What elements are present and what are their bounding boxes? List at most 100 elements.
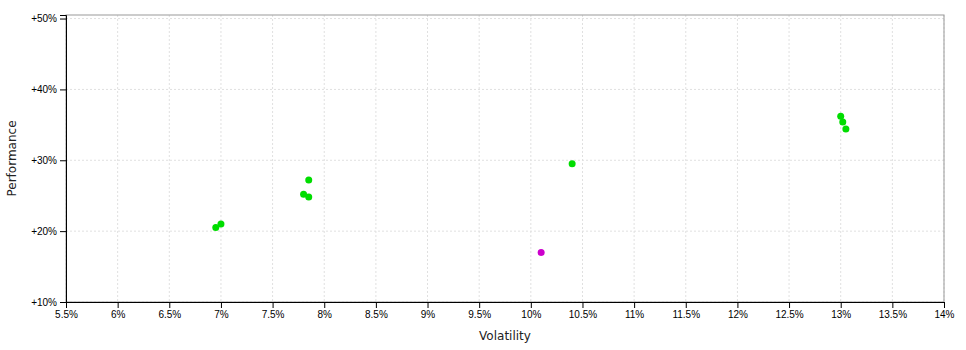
points xyxy=(212,113,849,256)
grid-line xyxy=(479,15,480,302)
grid-line xyxy=(427,15,428,302)
x-tick-label: 9.5% xyxy=(468,309,491,320)
x-tick: 6.5% xyxy=(158,302,181,320)
x-tick-mark xyxy=(221,302,222,308)
y-tick-label: +50% xyxy=(31,13,57,24)
grid-line xyxy=(272,15,273,302)
x-tick: 11% xyxy=(625,302,644,320)
y-tick-label: +10% xyxy=(31,297,57,308)
x-tick-mark xyxy=(582,302,583,308)
x-axis-line xyxy=(67,303,945,309)
x-tick: 12.5% xyxy=(775,302,803,320)
y-tick-mark xyxy=(60,302,66,303)
x-tick: 7% xyxy=(214,302,229,320)
point xyxy=(305,194,312,201)
point xyxy=(538,249,545,256)
x-tick-mark xyxy=(737,302,738,308)
x-tick: 11.5% xyxy=(672,302,700,320)
x-tick-mark xyxy=(273,302,274,308)
x-tick: 14% xyxy=(934,302,954,320)
x-tick: 7.5% xyxy=(262,302,285,320)
grid-line xyxy=(66,231,944,232)
grid-line xyxy=(840,15,841,302)
grid-line xyxy=(737,15,738,302)
x-tick-label: 5.5% xyxy=(55,309,78,320)
y-tick-label: +30% xyxy=(31,155,57,166)
point xyxy=(842,126,849,133)
point xyxy=(839,119,846,126)
grid-line xyxy=(789,15,790,302)
x-tick-mark xyxy=(376,302,377,308)
x-tick: 12% xyxy=(728,302,748,320)
grid-line xyxy=(169,15,170,302)
y-tick: +40% xyxy=(31,84,66,95)
x-tick-mark xyxy=(789,302,790,308)
x-tick-label: 8.5% xyxy=(365,309,388,320)
grid-line xyxy=(117,15,118,302)
y-tick-mark xyxy=(60,160,66,161)
x-tick: 8% xyxy=(318,302,333,320)
x-tick-label: 8% xyxy=(318,309,333,320)
x-tick-label: 12% xyxy=(728,309,748,320)
x-tick-label: 12.5% xyxy=(775,309,803,320)
chart: 5.5% 6% 6.5% 7% 7.5% 8% 8.5% 9% 9.5% 10% 10.5% 11% 1… xyxy=(0,0,966,350)
x-tick: 10.5% xyxy=(569,302,597,320)
grid-line xyxy=(66,18,944,19)
x-tick-label: 7% xyxy=(214,309,229,320)
grid-line xyxy=(892,15,893,302)
x-tick-label: 13% xyxy=(831,309,851,320)
grid-line xyxy=(220,15,221,302)
y-tick-label: +20% xyxy=(31,226,57,237)
x-tick: 9% xyxy=(421,302,436,320)
x-tick-label: 9% xyxy=(421,309,436,320)
x-tick-label: 6% xyxy=(111,309,126,320)
grid-line xyxy=(324,15,325,302)
grid-line xyxy=(530,15,531,302)
x-tick-label: 10% xyxy=(521,309,541,320)
y-tick-label: +40% xyxy=(31,84,57,95)
point xyxy=(569,160,576,167)
x-tick: 13% xyxy=(831,302,851,320)
x-tick-mark xyxy=(944,302,945,308)
series xyxy=(212,113,849,231)
grid-line xyxy=(66,160,944,161)
plot-frame xyxy=(66,15,944,302)
x-tick: 8.5% xyxy=(365,302,388,320)
y-tick-mark xyxy=(60,19,66,20)
x-tick-label: 7.5% xyxy=(262,309,285,320)
point xyxy=(217,221,224,228)
x-tick-mark xyxy=(479,302,480,308)
x-tick-label: 10.5% xyxy=(569,309,597,320)
y-tick: +30% xyxy=(31,155,66,166)
x-tick: 5.5% xyxy=(55,302,78,320)
x-tick-label: 6.5% xyxy=(158,309,181,320)
x-tick: 10% xyxy=(521,302,541,320)
grid-line xyxy=(375,15,376,302)
x-tick-mark xyxy=(324,302,325,308)
x-tick-label: 14% xyxy=(934,309,954,320)
x-tick: 9.5% xyxy=(468,302,491,320)
y-tick: +50% xyxy=(31,13,66,24)
x-tick-label: 11% xyxy=(625,309,644,320)
x-tick-mark xyxy=(892,302,893,308)
grid-line xyxy=(582,15,583,302)
x-tick: 6% xyxy=(111,302,126,320)
y-tick: +10% xyxy=(31,297,66,308)
x-tick-mark xyxy=(428,302,429,308)
x-tick-mark xyxy=(841,302,842,308)
x-tick-mark xyxy=(118,302,119,308)
series xyxy=(538,249,545,256)
y-tick-mark xyxy=(60,231,66,232)
x-tick-mark xyxy=(686,302,687,308)
x-tick-label: 13.5% xyxy=(879,309,907,320)
plot: 5.5% 6% 6.5% 7% 7.5% 8% 8.5% 9% 9.5% 10% 10.5% 11% 1… xyxy=(31,13,954,320)
y-axis: +10% +20% +30% +40% +50% xyxy=(31,13,66,307)
x-tick-mark xyxy=(634,302,635,308)
x-axis-title: Volatility xyxy=(479,329,531,343)
y-tick: +20% xyxy=(31,226,66,237)
x-tick-mark xyxy=(169,302,170,308)
y-axis-title: Performance xyxy=(5,120,19,196)
y-tick-mark xyxy=(60,89,66,90)
x-tick: 13.5% xyxy=(879,302,907,320)
grid-line xyxy=(634,15,635,302)
